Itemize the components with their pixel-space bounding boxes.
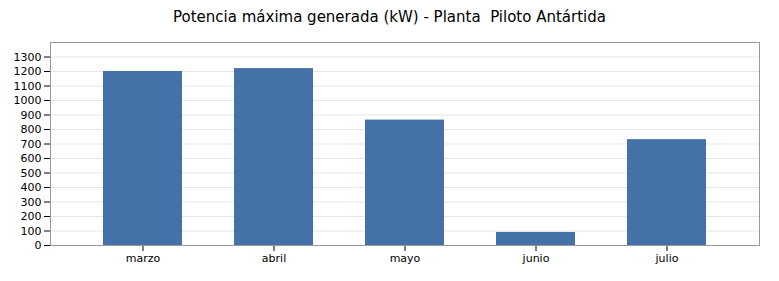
html-text:Potencia máxima generada (kW): Potencia máxima generada (kW) - Planta P… [173,8,606,26]
svg-text:1000: 1000 [14,94,42,107]
svg-text:100: 100 [21,225,42,238]
svg-text:700: 700 [21,138,42,151]
svg-text:900: 900 [21,109,42,122]
svg-text:200: 200 [21,210,42,223]
svg-text:julio: julio [655,252,679,265]
svg-text:1200: 1200 [14,65,42,78]
svg-text:1300: 1300 [14,51,42,64]
svg-text:junio: junio [522,252,550,265]
svg-text:abril: abril [262,252,286,265]
svg-text:1100: 1100 [14,80,42,93]
svg-text:500: 500 [21,167,42,180]
svg-text:600: 600 [21,152,42,165]
svg-text:mayo: mayo [390,252,421,265]
svg-text:400: 400 [21,181,42,194]
svg-text:300: 300 [21,196,42,209]
svg-text:800: 800 [21,123,42,136]
svg-text:0: 0 [35,239,42,252]
svg-text:marzo: marzo [126,252,161,265]
